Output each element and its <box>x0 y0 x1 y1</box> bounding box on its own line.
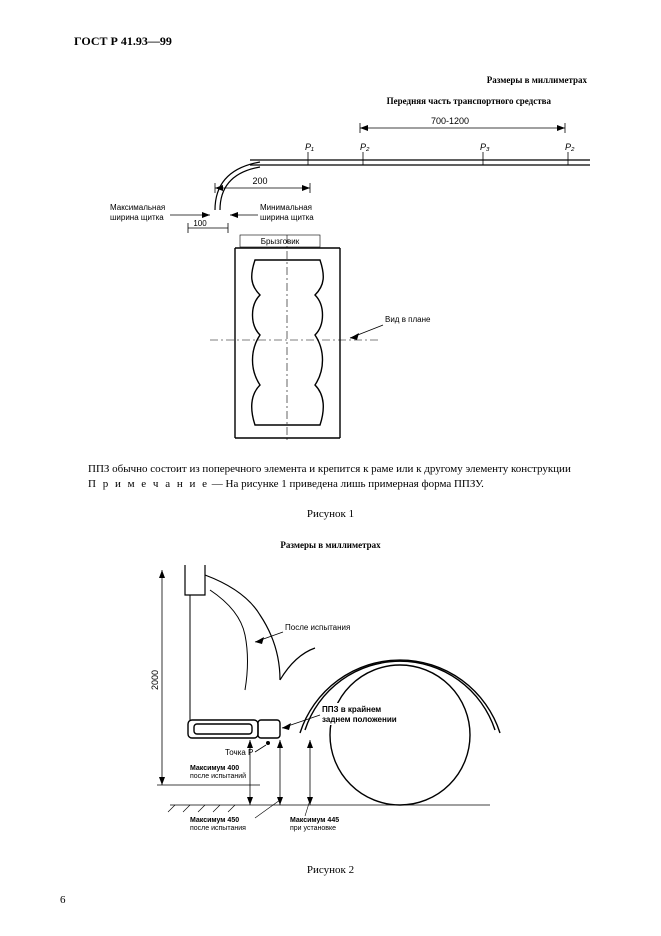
fig1-p2b: P₂ <box>565 142 575 152</box>
fig2-ppz-rear-1: ППЗ в крайнем <box>322 705 381 714</box>
fig1-p1: P₁ <box>305 142 314 152</box>
fig2-max445-2: при установке <box>290 825 336 832</box>
body-note-rest: — На рисунке 1 приведена лишь примерная … <box>209 478 484 490</box>
fig2-dimensions-note: Размеры в миллиметрах <box>0 540 661 550</box>
fig2-after-test: После испытания <box>285 623 350 632</box>
fig1-dim200: 200 <box>252 176 267 186</box>
fig2-max445-1: Максимум 445 <box>290 817 339 824</box>
fig2-ppz-rear-2: заднем положении <box>322 715 397 724</box>
body-note-prefix: П р и м е ч а н и е <box>88 478 209 490</box>
fig1-planview-label: Вид в плане <box>385 315 431 324</box>
fig2-point-p: Точка P <box>225 748 253 757</box>
body-paragraph: ППЗ обычно состоит из поперечного элемен… <box>88 462 587 492</box>
fig1-dimensions-note: Размеры в миллиметрах <box>487 75 587 85</box>
fig2-dim2000: 2000 <box>150 670 160 690</box>
figure-1-caption: Рисунок 1 <box>0 508 661 520</box>
fig1-p2: P₂ <box>360 142 370 152</box>
body-line1: ППЗ обычно состоит из поперечного элемен… <box>88 463 571 475</box>
fig2-max400-2: после испытаний <box>190 772 246 780</box>
page-number: 6 <box>60 894 66 906</box>
fig1-p3: P₃ <box>480 142 490 152</box>
fig2-max450-1: Максимум 450 <box>190 817 239 824</box>
fig2-max450-2: после испытания <box>190 825 246 832</box>
document-header: ГОСТ Р 41.93—99 <box>74 34 172 49</box>
figure-2-diagram: 2000 После испытания ППЗ в крайнем задне… <box>150 560 510 840</box>
fig1-min-shield-2: ширина щитка <box>260 213 314 222</box>
fig1-max-shield-1: Максимальная <box>110 203 165 212</box>
figure-2-caption: Рисунок 2 <box>0 864 661 876</box>
figure-1-diagram: 700-1200 P₁ P₂ P₃ P₂ 200 <box>110 110 590 440</box>
fig1-mudflap-label: Брызговик <box>261 237 300 246</box>
fig1-min-shield-1: Минимальная <box>260 203 312 212</box>
fig1-subtitle: Передняя часть транспортного средства <box>387 96 551 106</box>
fig1-max-shield-2: ширина щитка <box>110 213 164 222</box>
fig2-max400-1: Максимум 400 <box>190 765 239 772</box>
page: ГОСТ Р 41.93—99 Размеры в миллиметрах Пе… <box>0 0 661 936</box>
fig1-dim100: 100 <box>193 219 207 228</box>
fig1-range-label: 700-1200 <box>431 116 469 126</box>
